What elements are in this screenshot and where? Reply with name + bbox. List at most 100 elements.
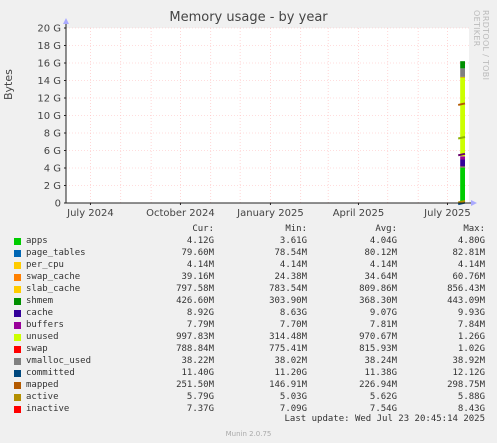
x-tick-label: July 2024: [66, 208, 114, 219]
legend-max-value: 12.12G: [452, 368, 485, 378]
legend-min-value: 783.54M: [269, 284, 307, 294]
legend-swatch: [14, 250, 21, 257]
legend-swatch: [14, 406, 21, 413]
x-axis-arrow-icon: [471, 200, 477, 206]
legend-max-value: 856.43M: [447, 284, 485, 294]
legend-min-value: 5.03G: [279, 392, 307, 402]
legend-swatch: [14, 346, 21, 353]
legend-avg-value: 970.67M: [359, 332, 397, 342]
area-apps: [460, 167, 465, 203]
legend-min-value: 24.38M: [274, 272, 307, 282]
legend-max-value: 38.92M: [452, 356, 485, 366]
legend-series-name: cache: [26, 308, 54, 318]
legend-cur-value: 997.83M: [176, 332, 214, 342]
area-cache: [460, 76, 465, 157]
legend-avg-value: 9.07G: [369, 308, 397, 318]
legend-cur-value: 39.16M: [181, 272, 214, 282]
legend-series-name: apps: [26, 236, 48, 246]
last-update: Last update: Wed Jul 23 20:45:14 2025: [284, 414, 485, 424]
legend-row-swap-cache: swap_cache 39.16M 24.38M 34.64M 60.76M: [14, 272, 485, 284]
legend-max-value: 82.81M: [452, 248, 485, 258]
legend-swatch: [14, 274, 21, 281]
legend-cur-value: 8.92G: [186, 308, 214, 318]
legend-avg-value: 368.30M: [359, 296, 397, 306]
legend-max-value: 60.76M: [452, 272, 485, 282]
y-tick-label: 2 G: [44, 181, 61, 192]
legend-cur-value: 7.79M: [186, 320, 214, 330]
legend-series-name: page_tables: [26, 248, 86, 258]
legend-min-value: 7.70M: [279, 320, 307, 330]
legend-max-value: 8.43G: [457, 404, 485, 414]
x-tick-label: January 2025: [236, 208, 304, 219]
legend-swatch: [14, 394, 21, 401]
legend-cur-value: 788.84M: [176, 344, 214, 354]
legend-swatch: [14, 358, 21, 365]
legend-avg-value: 226.94M: [359, 380, 397, 390]
y-axis-arrow-icon: [63, 18, 69, 24]
legend-series-name: committed: [26, 368, 75, 378]
col-header-avg: Avg:: [375, 224, 397, 234]
legend-row-cache: cache 8.92G 8.63G 9.07G 9.93G: [14, 308, 485, 320]
y-tick-label: 6 G: [44, 146, 61, 157]
y-tick-label: 0: [55, 199, 61, 210]
line-inactive: [457, 136, 466, 140]
x-tick-label: April 2025: [333, 208, 384, 219]
legend-row-slab-cache: slab_cache 797.58M 783.54M 809.86M 856.43M: [14, 284, 485, 296]
legend-swatch: [14, 322, 21, 329]
legend-min-value: 3.61G: [279, 236, 307, 246]
legend-row-inactive: inactive 7.37G 7.09G 7.54G 8.43G: [14, 404, 485, 416]
y-tick-labels: 0 2 G 4 G 6 G 8 G 10 G 12 G 14 G 16 G 18 G 20 G: [37, 24, 66, 210]
legend-avg-value: 815.93M: [359, 344, 397, 354]
legend-max-value: 1.26G: [457, 332, 485, 342]
legend-row-per-cpu: per_cpu 4.14M 4.14M 4.14M 4.14M: [14, 260, 485, 272]
legend-min-value: 7.09G: [279, 404, 307, 414]
legend-min-value: 8.63G: [279, 308, 307, 318]
area-unused: [460, 68, 465, 77]
legend-min-value: 146.91M: [269, 380, 307, 390]
legend-row-active: active 5.79G 5.03G 5.62G 5.88G: [14, 392, 485, 404]
legend-swatch: [14, 370, 21, 377]
area-swap: [460, 61, 465, 69]
legend-row-page-tables: page_tables 79.60M 78.54M 80.12M 82.81M: [14, 248, 485, 260]
legend-swatch: [14, 262, 21, 269]
legend-max-value: 7.84M: [457, 320, 485, 330]
legend-series-name: vmalloc_used: [26, 356, 92, 366]
legend-row-mapped: mapped 251.50M 146.91M 226.94M 298.75M: [14, 380, 485, 392]
legend-series-name: inactive: [26, 404, 70, 414]
legend-cur-value: 797.58M: [176, 284, 214, 294]
legend-series-name: shmem: [26, 296, 54, 306]
legend-min-value: 4.14M: [279, 260, 307, 270]
legend-avg-value: 7.54G: [369, 404, 397, 414]
legend-avg-value: 34.64M: [364, 272, 397, 282]
y-tick-label: 14 G: [37, 76, 61, 87]
line-mapped: [457, 200, 466, 204]
legend-min-value: 38.02M: [274, 356, 307, 366]
legend-avg-value: 5.62G: [369, 392, 397, 402]
legend-max-value: 298.75M: [447, 380, 485, 390]
legend-cur-value: 11.40G: [181, 368, 214, 378]
legend-header: Cur: Min: Avg: Max:: [14, 224, 485, 236]
legend-max-value: 4.80G: [457, 236, 485, 246]
legend-series-name: unused: [26, 332, 59, 342]
area-shmem: [460, 156, 465, 160]
legend-max-value: 4.14M: [457, 260, 485, 270]
legend-cur-value: 7.37G: [186, 404, 214, 414]
legend-row-shmem: shmem 426.60M 303.90M 368.30M 443.09M: [14, 296, 485, 308]
chart-title: Memory usage - by year: [169, 10, 328, 25]
y-tick-label: 12 G: [37, 94, 61, 105]
legend-min-value: 314.48M: [269, 332, 307, 342]
legend-cur-value: 426.60M: [176, 296, 214, 306]
legend-series-name: buffers: [26, 320, 64, 330]
col-header-min: Min:: [285, 224, 307, 234]
munin-footer: Munin 2.0.75: [225, 430, 272, 438]
legend-cur-value: 4.12G: [186, 236, 214, 246]
data-areas: [460, 61, 465, 203]
legend-avg-value: 7.81M: [369, 320, 397, 330]
legend-swatch: [14, 286, 21, 293]
y-tick-label: 20 G: [37, 24, 61, 35]
legend-max-value: 9.93G: [457, 308, 485, 318]
legend-cur-value: 79.60M: [181, 248, 214, 258]
y-tick-label: 18 G: [37, 41, 61, 52]
line-active: [457, 152, 466, 157]
rrdtool-side-label: RRDTOOL / TOBI OETIKER: [472, 10, 490, 81]
